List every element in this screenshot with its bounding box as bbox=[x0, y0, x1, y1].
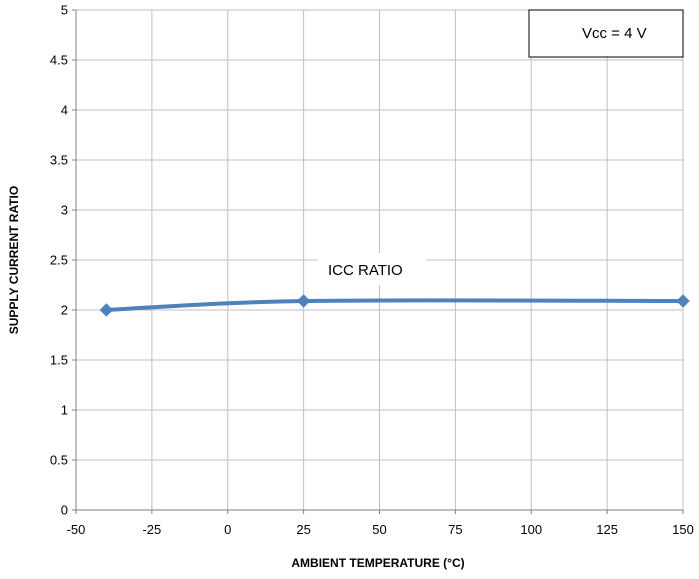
y-tick-label: 3 bbox=[61, 203, 68, 218]
y-tick-label: 1.5 bbox=[50, 353, 68, 368]
y-tick-label: 2.5 bbox=[50, 253, 68, 268]
annotations: Vcc = 4 V ICC RATIO bbox=[318, 9, 684, 285]
x-tick-label: 75 bbox=[448, 522, 462, 537]
axes bbox=[72, 9, 684, 514]
y-tick-label: 2 bbox=[61, 303, 68, 318]
y-tick-label: 4.5 bbox=[50, 53, 68, 68]
x-tick-label: -50 bbox=[67, 522, 86, 537]
x-tick-label: 25 bbox=[296, 522, 310, 537]
x-tick-label: -25 bbox=[142, 522, 161, 537]
x-tick-label: 100 bbox=[520, 522, 542, 537]
y-tick-label: 1 bbox=[61, 403, 68, 418]
data-point-marker bbox=[296, 294, 311, 308]
x-tick-label: 50 bbox=[372, 522, 386, 537]
y-axis-title: SUPPLY CURRENT RATIO bbox=[7, 186, 21, 334]
y-tick-labels: 0 0.5 1 1.5 2 2.5 3 3.5 4 4.5 5 bbox=[50, 3, 68, 518]
series-line bbox=[104, 298, 685, 312]
x-tick-label: 0 bbox=[224, 522, 231, 537]
x-tick-label: 150 bbox=[672, 522, 694, 537]
series bbox=[99, 294, 690, 317]
x-tick-labels: -50 -25 0 25 50 75 100 125 150 bbox=[67, 522, 694, 537]
x-axis-title: AMBIENT TEMPERATURE (°C) bbox=[291, 556, 464, 570]
y-tick-label: 0 bbox=[61, 503, 68, 518]
y-tick-label: 5 bbox=[61, 3, 68, 18]
data-point-marker bbox=[99, 303, 114, 317]
icc-ratio-label: ICC RATIO bbox=[328, 262, 403, 279]
y-tick-label: 0.5 bbox=[50, 453, 68, 468]
x-tick-label: 125 bbox=[596, 522, 618, 537]
icc-label-background bbox=[318, 253, 426, 285]
vcc-annotation-box bbox=[528, 9, 684, 58]
y-tick-label: 4 bbox=[61, 103, 68, 118]
y-tick-label: 3.5 bbox=[50, 153, 68, 168]
vcc-annotation-text: Vcc = 4 V bbox=[582, 25, 647, 42]
data-point-marker bbox=[676, 294, 690, 308]
